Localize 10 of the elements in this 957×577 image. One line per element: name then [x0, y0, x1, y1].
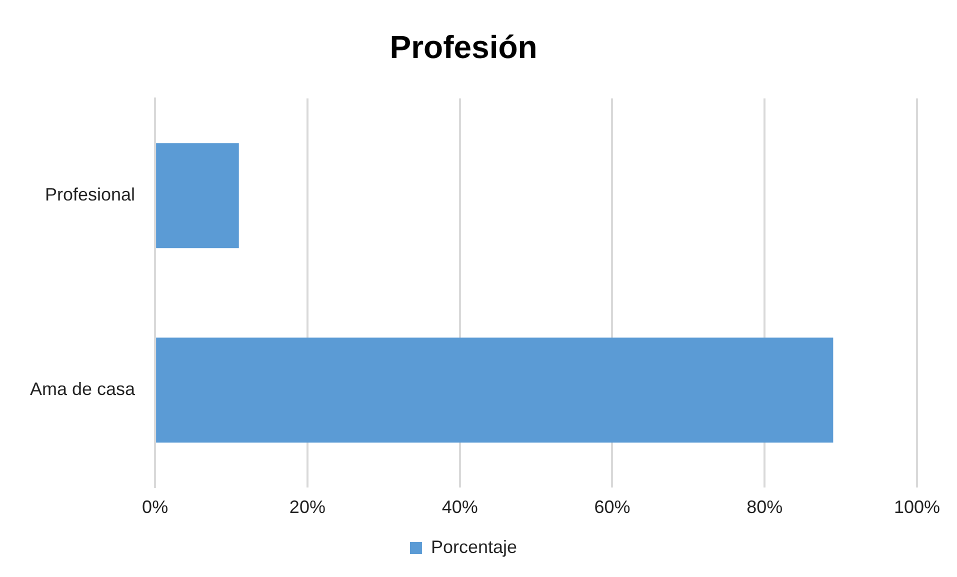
chart-title: Profesión: [390, 29, 538, 66]
x-tick-label: 20%: [289, 497, 326, 518]
y-tick-label: Profesional: [44, 184, 136, 205]
x-tick-label: 0%: [142, 497, 168, 518]
x-tick-label: 60%: [594, 497, 630, 518]
x-tick-label: 100%: [894, 497, 940, 518]
y-tick-label: Ama de casa: [30, 379, 136, 400]
x-tick-label: 80%: [746, 497, 783, 518]
legend-label: Porcentaje: [430, 536, 518, 557]
x-tick-label: 40%: [442, 497, 478, 518]
